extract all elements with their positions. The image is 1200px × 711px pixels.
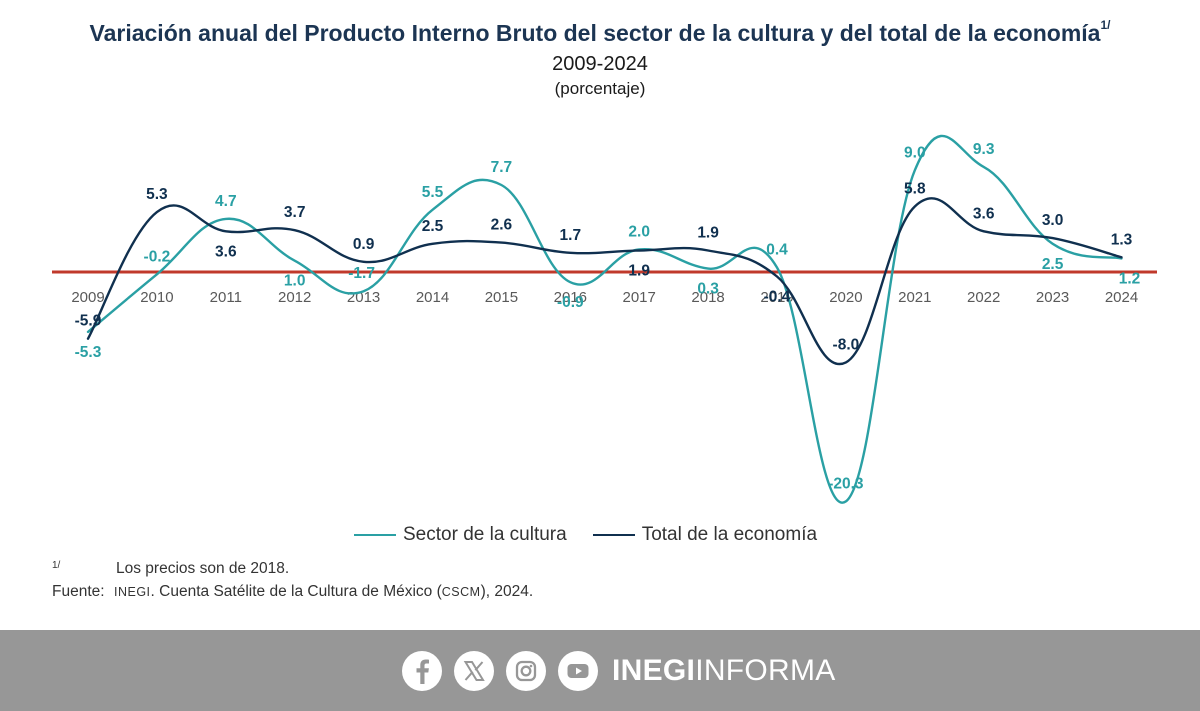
facebook-icon[interactable] (402, 651, 442, 691)
x-tick-label: 2024 (1105, 289, 1138, 306)
footer-bar: INEGIINFORMA (0, 630, 1200, 711)
x-tick-label: 2020 (829, 289, 862, 306)
economia-data-label: 1.9 (697, 225, 719, 242)
economia-data-label: -0.4 (764, 289, 791, 306)
x-tick-label: 2021 (898, 289, 931, 306)
economia-data-label: 5.3 (146, 186, 168, 203)
x-tick-label: 2017 (623, 289, 656, 306)
cultura-data-label: 5.5 (422, 184, 444, 201)
x-tick-label: 2016 (554, 289, 587, 306)
cultura-data-label: 1.2 (1119, 270, 1141, 287)
instagram-icon[interactable] (506, 651, 546, 691)
brand-logo: INEGIINFORMA (612, 654, 836, 687)
legend-item-cultura: Sector de la cultura (354, 524, 567, 546)
youtube-icon[interactable] (558, 651, 598, 691)
x-tick-label: 2010 (140, 289, 173, 306)
economia-data-label: 1.9 (628, 263, 650, 280)
cultura-data-label: 0.3 (697, 281, 719, 298)
economia-data-label: 1.7 (560, 227, 582, 244)
economia-data-label: 3.6 (973, 205, 995, 222)
cultura-data-label: -0.2 (144, 248, 171, 265)
source-text: INEGI. Cuenta Satélite de la Cultura de … (114, 583, 534, 600)
cultura-data-label: 4.7 (215, 193, 237, 210)
x-icon[interactable] (454, 651, 494, 691)
economia-data-label: -8.0 (833, 336, 860, 353)
legend-swatch-economia (592, 534, 635, 536)
x-tick-label: 2015 (485, 289, 518, 306)
x-tick-label: 2014 (416, 289, 449, 306)
legend-label-economia: Total de la economía (641, 524, 818, 545)
economia-data-label: -5.9 (75, 313, 102, 330)
x-tick-label: 2012 (278, 289, 311, 306)
source-label: Fuente: (52, 583, 105, 600)
chart-period: 2009-2024 (552, 53, 648, 75)
source-note: Fuente: INEGI. Cuenta Satélite de la Cul… (52, 583, 533, 601)
economia-line (86, 197, 1123, 366)
legend-swatch-cultura (354, 534, 396, 536)
cultura-data-label: -1.7 (348, 265, 375, 282)
economia-data-label: 3.0 (1042, 212, 1064, 229)
line-chart: 2009 2010 2011 2012 2013 2014 2015 2016 2017 2018… (52, 134, 1157, 504)
footnote-mark: 1/ (52, 560, 61, 571)
legend-item-economia: Total de la economía (592, 524, 818, 546)
economia-data-label: 3.6 (215, 243, 237, 260)
cultura-data-label: -5.3 (75, 344, 102, 361)
chart-legend: Sector de la cultura Total de la economí… (354, 522, 843, 548)
x-tick-label: 2019 (760, 289, 793, 306)
x-tick-label: 2018 (691, 289, 724, 306)
economia-data-label: 5.8 (904, 180, 926, 197)
cultura-data-label: 9.0 (904, 144, 926, 161)
chart-title: Variación anual del Producto Interno Bru… (89, 18, 1111, 46)
footnote: 1/ Los precios son de 2018. (52, 560, 289, 579)
x-tick-label: 2011 (210, 289, 242, 306)
cultura-data-label: 9.3 (973, 141, 995, 158)
cultura-data-label: 0.4 (766, 241, 788, 258)
cultura-data-label: 1.0 (284, 273, 306, 290)
cultura-data-label: 7.7 (491, 159, 513, 176)
economia-data-label: 2.5 (422, 218, 444, 235)
cultura-data-label: -20.3 (828, 475, 864, 492)
cultura-line (86, 134, 1123, 504)
economia-data-label: 2.6 (491, 217, 513, 234)
legend-label-cultura: Sector de la cultura (403, 524, 567, 545)
cultura-data-label: -0.9 (557, 294, 584, 311)
cultura-data-label: 2.5 (1042, 256, 1064, 273)
economia-data-label: 3.7 (284, 204, 306, 221)
footnote-text: Los precios son de 2018. (116, 560, 290, 577)
x-tick-label: 2023 (1036, 289, 1069, 306)
x-tick-label: 2009 (71, 289, 104, 306)
chart-units: (porcentaje) (554, 79, 646, 98)
economia-data-label: 1.3 (1111, 231, 1133, 248)
x-tick-label: 2022 (967, 289, 1000, 306)
cultura-data-label: 2.0 (628, 223, 650, 240)
economia-data-label: 0.9 (353, 236, 375, 253)
title-footnote-mark: 1/ (1100, 18, 1111, 32)
